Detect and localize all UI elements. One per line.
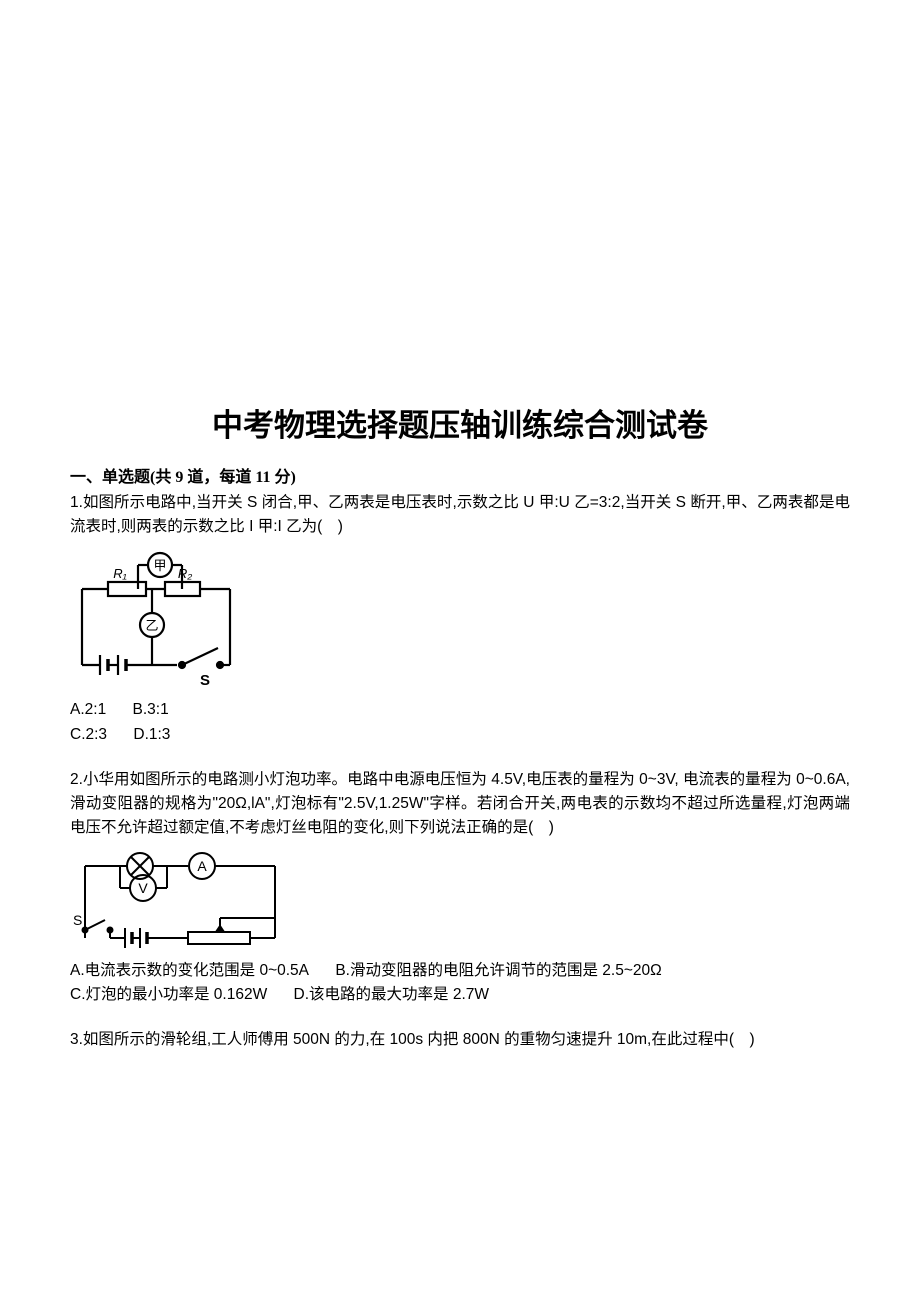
q1-option-d: D.1:3 (133, 726, 170, 743)
q1-option-c: C.2:3 (70, 726, 107, 743)
meter-mid-label: 乙 (145, 618, 158, 633)
q2-option-b: B.滑动变阻器的电阻允许调节的范围是 2.5~20Ω (335, 962, 661, 979)
question-1-options: A.2:1 B.3:1 C.2:3 D.1:3 (70, 698, 850, 748)
question-3: 3.如图所示的滑轮组,工人师傅用 500N 的力,在 100s 内把 800N … (70, 1028, 850, 1052)
question-2-stem: 2.小华用如图所示的电路测小灯泡功率。电路中电源电压恒为 4.5V,电压表的量程… (70, 768, 850, 840)
question-1-stem: 1.如图所示电路中,当开关 S 闭合,甲、乙两表是电压表时,示数之比 U 甲:U… (70, 491, 850, 539)
page-container: 中考物理选择题压轴训练综合测试卷 一、单选题(共 9 道，每道 11 分) 1.… (0, 0, 920, 1302)
q2-option-c: C.灯泡的最小功率是 0.162W (70, 986, 267, 1003)
switch-label: S (200, 672, 210, 689)
question-1-diagram: 甲 乙 R₁ R₂ S (70, 547, 850, 692)
question-2-options: A.电流表示数的变化范围是 0~0.5A B.滑动变阻器的电阻允许调节的范围是 … (70, 959, 850, 1009)
document-title: 中考物理选择题压轴训练综合测试卷 (70, 400, 850, 445)
question-3-stem: 3.如图所示的滑轮组,工人师傅用 500N 的力,在 100s 内把 800N … (70, 1028, 850, 1052)
question-2-diagram: A V S (70, 848, 850, 953)
meter-top-label: 甲 (153, 558, 166, 573)
r2-label: R₂ (178, 566, 192, 581)
q2-option-d: D.该电路的最大功率是 2.7W (294, 986, 489, 1003)
question-1: 1.如图所示电路中,当开关 S 闭合,甲、乙两表是电压表时,示数之比 U 甲:U… (70, 491, 850, 748)
top-spacer (70, 60, 850, 400)
section-header: 一、单选题(共 9 道，每道 11 分) (70, 463, 850, 487)
q2-option-a: A.电流表示数的变化范围是 0~0.5A (70, 962, 309, 979)
ammeter-label: A (197, 858, 207, 874)
q2-switch-label: S (73, 912, 82, 928)
question-2: 2.小华用如图所示的电路测小灯泡功率。电路中电源电压恒为 4.5V,电压表的量程… (70, 768, 850, 1009)
q1-option-a: A.2:1 (70, 701, 106, 718)
voltmeter-label: V (138, 880, 148, 896)
r1-label: R₁ (113, 566, 127, 581)
q1-option-b: B.3:1 (133, 701, 169, 718)
